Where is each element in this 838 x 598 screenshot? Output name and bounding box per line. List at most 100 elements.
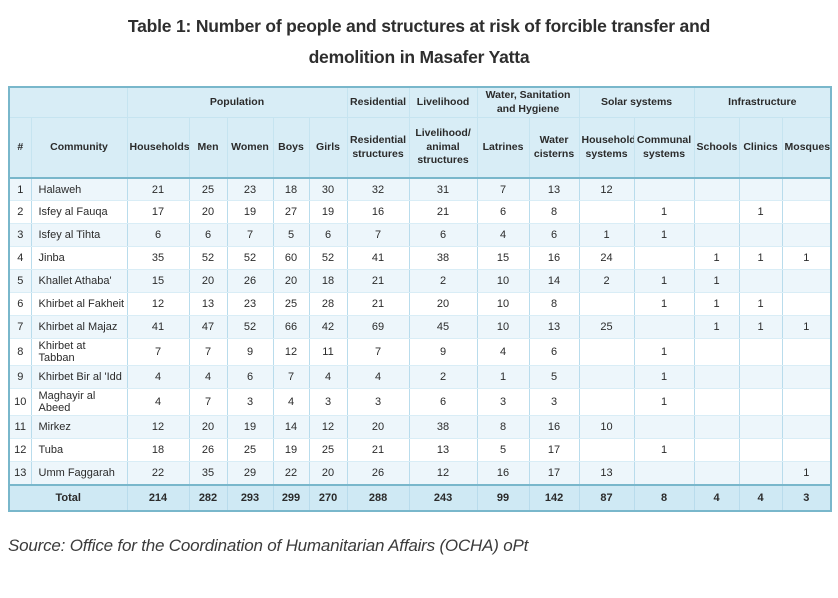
data-cell-schools	[693, 388, 740, 417]
data-cell-livelihood-animal-structures: 9	[408, 338, 478, 367]
data-cell-residential-structures: 41	[346, 246, 410, 271]
data-cell-livelihood-animal-structures: 12	[408, 461, 478, 486]
data-cell-livelihood-animal-structures: 2	[408, 365, 478, 390]
table-header: Population Residential Livelihood Water, Sa…	[8, 86, 832, 179]
total-cell-water-cisterns: 142	[528, 483, 580, 511]
data-cell-mosques	[781, 223, 832, 248]
data-cell-girls: 25	[308, 438, 348, 463]
table-row: 11 Mirkez 12 20 19 14 12 20 38 8 16 10	[8, 415, 832, 440]
data-cell-mosques	[781, 200, 832, 225]
column-header-blank: #	[8, 117, 32, 179]
data-cell-households: 18	[126, 438, 190, 463]
data-cell-communal-systems: 1	[633, 338, 695, 367]
data-cell-communal-systems: 1	[633, 200, 695, 225]
data-cell-schools: 1	[693, 246, 740, 271]
table-row: 10 Maghayir al Abeed 4 7 3 4 3 3 6 3 3 1	[8, 388, 832, 417]
data-cell-households: 22	[126, 461, 190, 486]
data-cell-residential-structures: 3	[346, 388, 410, 417]
data-cell-men: 52	[188, 246, 228, 271]
data-cell-clinics	[738, 223, 783, 248]
group-header-blank	[8, 86, 128, 119]
data-cell-communal-systems: 1	[633, 365, 695, 390]
data-cell-clinics	[738, 269, 783, 294]
table-row: 1 Halaweh 21 25 23 18 30 32 31 7 13 12	[8, 177, 832, 202]
column-header-clinics: Clinics	[738, 117, 783, 179]
data-cell-men: 6	[188, 223, 228, 248]
data-cell-boys: 19	[272, 438, 310, 463]
data-cell-men: 35	[188, 461, 228, 486]
table-row: 6 Khirbet al Fakheit 12 13 23 25 28 21 20 10 8 1 1 1	[8, 292, 832, 317]
data-cell-schools	[693, 415, 740, 440]
data-cell-men: 47	[188, 315, 228, 340]
data-cell-clinics	[738, 338, 783, 367]
data-cell-residential-structures: 4	[346, 365, 410, 390]
data-cell-latrines: 10	[476, 315, 530, 340]
data-cell-boys: 5	[272, 223, 310, 248]
risk-table: Population Residential Livelihood Water, Sa…	[8, 86, 833, 512]
data-cell-household-systems: 10	[578, 415, 635, 440]
column-header-schools: Schools	[693, 117, 740, 179]
data-cell-livelihood-animal-structures: 21	[408, 200, 478, 225]
data-cell-water-cisterns: 17	[528, 438, 580, 463]
community-cell: Tuba	[30, 438, 128, 463]
data-cell-communal-systems	[633, 246, 695, 271]
data-cell-women: 7	[226, 223, 274, 248]
table-body: 1 Halaweh 21 25 23 18 30 32 31 7 13 12 2 Isfey al Fau…	[8, 177, 832, 486]
community-cell: Khallet Athaba'	[30, 269, 128, 294]
data-cell-boys: 27	[272, 200, 310, 225]
data-cell-households: 15	[126, 269, 190, 294]
data-cell-latrines: 3	[476, 388, 530, 417]
data-cell-men: 20	[188, 415, 228, 440]
data-cell-boys: 20	[272, 269, 310, 294]
data-cell-women: 26	[226, 269, 274, 294]
data-cell-mosques	[781, 365, 832, 390]
data-cell-communal-systems	[633, 177, 695, 202]
data-cell-water-cisterns: 13	[528, 315, 580, 340]
data-cell-schools	[693, 438, 740, 463]
data-cell-household-systems: 1	[578, 223, 635, 248]
table-row: 3 Isfey al Tihta 6 6 7 5 6 7 6 4 6 1 1	[8, 223, 832, 248]
table-row: 9 Khirbet Bir al 'Idd 4 4 6 7 4 4 2 1 5 1	[8, 365, 832, 390]
data-cell-latrines: 5	[476, 438, 530, 463]
group-header-population: Population	[126, 86, 348, 119]
table-row: 2 Isfey al Fauqa 17 20 19 27 19 16 21 6 8 1 1	[8, 200, 832, 225]
data-cell-household-systems	[578, 365, 635, 390]
data-cell-schools: 1	[693, 269, 740, 294]
data-cell-mosques: 1	[781, 461, 832, 486]
column-header-girls: Girls	[308, 117, 348, 179]
data-cell-communal-systems: 1	[633, 388, 695, 417]
total-cell-women: 293	[226, 483, 274, 511]
data-cell-communal-systems: 1	[633, 223, 695, 248]
data-cell-schools	[693, 177, 740, 202]
total-cell-mosques: 3	[781, 483, 832, 511]
data-cell-water-cisterns: 8	[528, 200, 580, 225]
data-cell-water-cisterns: 3	[528, 388, 580, 417]
data-cell-women: 29	[226, 461, 274, 486]
data-cell-women: 19	[226, 200, 274, 225]
row-number-cell: 10	[8, 388, 32, 417]
data-cell-residential-structures: 21	[346, 438, 410, 463]
data-cell-girls: 30	[308, 177, 348, 202]
row-number-cell: 5	[8, 269, 32, 294]
data-cell-residential-structures: 7	[346, 338, 410, 367]
data-cell-schools	[693, 200, 740, 225]
data-cell-water-cisterns: 8	[528, 292, 580, 317]
column-header-boys: Boys	[272, 117, 310, 179]
data-cell-livelihood-animal-structures: 31	[408, 177, 478, 202]
data-cell-households: 12	[126, 292, 190, 317]
data-cell-household-systems	[578, 338, 635, 367]
data-cell-residential-structures: 7	[346, 223, 410, 248]
data-cell-women: 9	[226, 338, 274, 367]
column-header-livelihood-animal-structures: Livelihood/ animal structures	[408, 117, 478, 179]
total-cell-girls: 270	[308, 483, 348, 511]
row-number-cell: 7	[8, 315, 32, 340]
table-row: 5 Khallet Athaba' 15 20 26 20 18 21 2 10 14 2 1 1	[8, 269, 832, 294]
data-cell-girls: 42	[308, 315, 348, 340]
table-row: 13 Umm Faggarah 22 35 29 22 20 26 12 16 17 13 1	[8, 461, 832, 486]
data-cell-households: 17	[126, 200, 190, 225]
community-cell: Khirbet al Fakheit	[30, 292, 128, 317]
data-cell-latrines: 10	[476, 269, 530, 294]
data-cell-clinics: 1	[738, 315, 783, 340]
data-cell-schools: 1	[693, 315, 740, 340]
data-cell-girls: 6	[308, 223, 348, 248]
